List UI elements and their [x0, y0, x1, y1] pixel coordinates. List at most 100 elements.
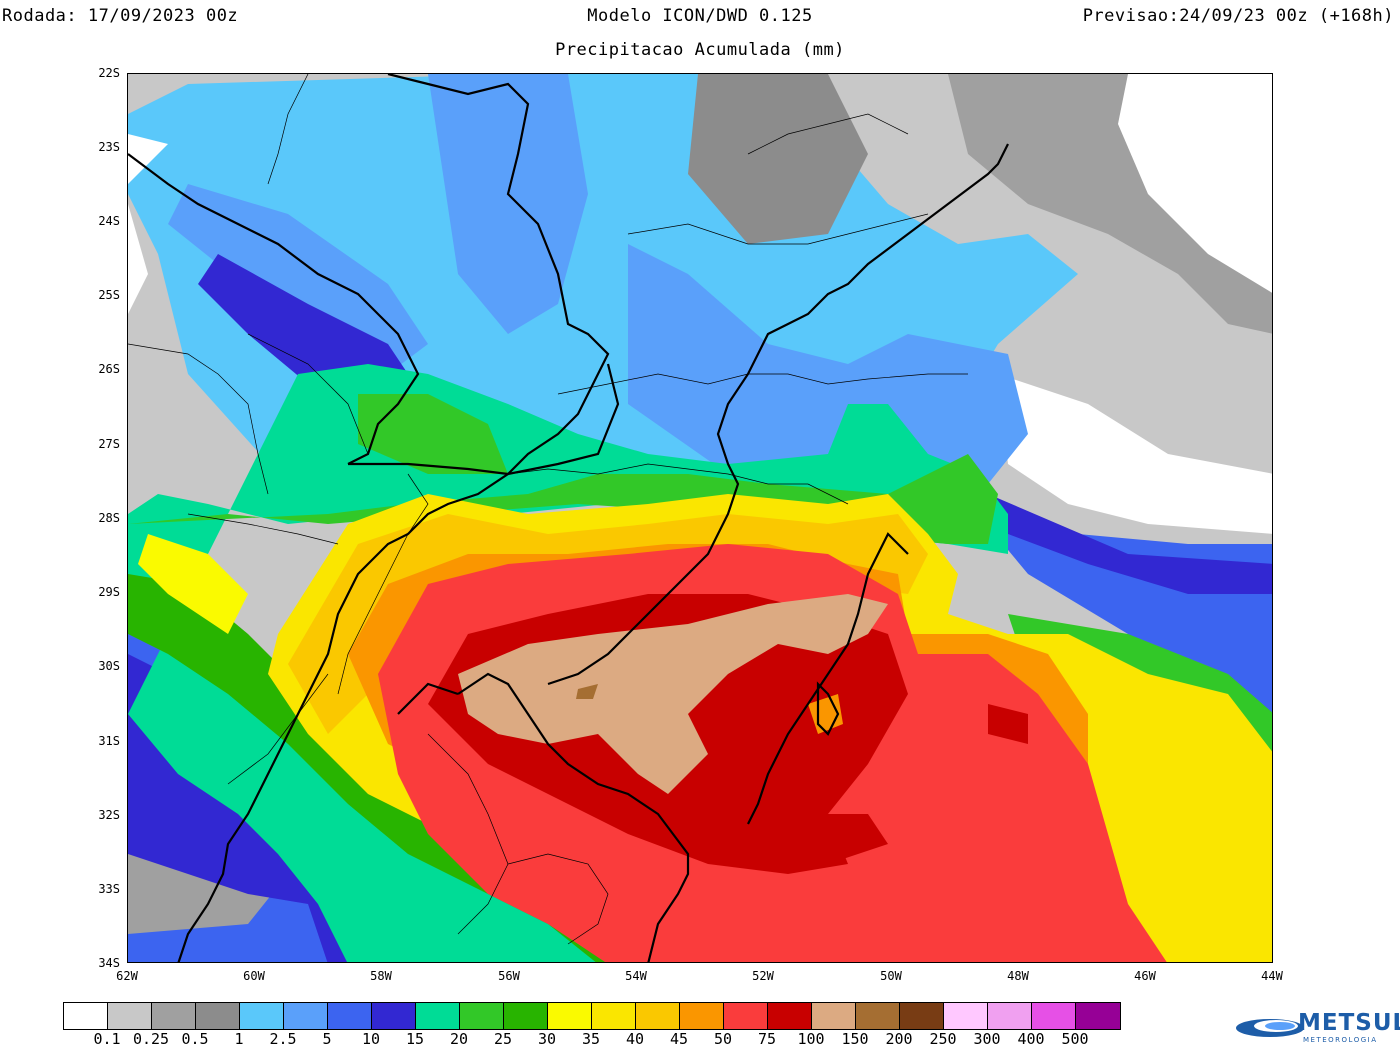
precipitation-map — [127, 73, 1273, 963]
coastline — [547, 143, 1009, 686]
legend-swatch — [680, 1003, 724, 1029]
legend-swatch — [196, 1003, 240, 1029]
lat-label: 29S — [98, 585, 120, 599]
legend-swatch — [1076, 1003, 1120, 1029]
field-dry-ne — [1118, 74, 1272, 293]
legend-swatch — [64, 1003, 108, 1029]
legend-swatch — [812, 1003, 856, 1029]
border-sc-rs — [507, 463, 849, 505]
legend-swatch — [768, 1003, 812, 1029]
field-blue-center — [628, 244, 1028, 494]
legend-level-label: 0.1 — [93, 1030, 121, 1048]
legend-level-label: 35 — [581, 1030, 601, 1048]
field-dry-west — [128, 134, 168, 314]
legend-level-label: 25 — [493, 1030, 513, 1048]
lat-label: 23S — [98, 140, 120, 154]
lat-label: 28S — [98, 511, 120, 525]
field-orange-lagoon — [808, 694, 843, 734]
legend-level-label: 20 — [449, 1030, 469, 1048]
field-green-north — [358, 394, 508, 474]
legend-level-label: 250 — [929, 1030, 957, 1048]
legend-level-label: 0.25 — [132, 1030, 170, 1048]
lon-label: 62W — [116, 969, 138, 983]
lat-label: 24S — [98, 214, 120, 228]
field-dry-ocean — [998, 374, 1272, 534]
border-corrientes — [337, 473, 429, 695]
legend-level-label: 2.5 — [269, 1030, 297, 1048]
border-pr-sc — [557, 373, 968, 395]
lon-label: 44W — [1261, 969, 1283, 983]
lat-label: 31S — [98, 734, 120, 748]
lat-label: 26S — [98, 362, 120, 376]
legend-swatch — [504, 1003, 548, 1029]
lon-label: 48W — [1007, 969, 1029, 983]
legend-swatch — [988, 1003, 1032, 1029]
logo-tagline: METEOROLOGIA — [1303, 1036, 1378, 1044]
legend-level-label: 50 — [713, 1030, 733, 1048]
map-subtitle: Precipitacao Acumulada (mm) — [555, 40, 845, 60]
lon-label: 58W — [370, 969, 392, 983]
border-santa-fe — [187, 513, 339, 545]
lon-label: 56W — [498, 969, 520, 983]
legend-swatch — [108, 1003, 152, 1029]
lat-label: 27S — [98, 437, 120, 451]
border-paraguay — [128, 153, 420, 465]
border-uruguay — [457, 672, 690, 962]
lon-label: 54W — [625, 969, 647, 983]
lon-label: 50W — [880, 969, 902, 983]
legend-level-label: 0.5 — [181, 1030, 209, 1048]
border-sp-inner — [747, 113, 909, 155]
model-title: Modelo ICON/DWD 0.125 — [587, 6, 813, 26]
border-salta — [267, 74, 309, 185]
field-green-south — [128, 574, 656, 962]
legend-level-label: 150 — [841, 1030, 869, 1048]
field-dark-red-spots — [788, 704, 1028, 864]
legend-swatch — [592, 1003, 636, 1029]
border-uruguay-inner — [507, 853, 609, 945]
legend-level-label: 10 — [361, 1030, 381, 1048]
legend-swatch — [152, 1003, 196, 1029]
lon-label: 46W — [1134, 969, 1156, 983]
legend-swatch — [372, 1003, 416, 1029]
field-yellow-west — [138, 534, 248, 634]
field-blue-nw — [168, 184, 428, 374]
legend-swatch — [548, 1003, 592, 1029]
legend-swatch — [636, 1003, 680, 1029]
legend-level-label: 400 — [1017, 1030, 1045, 1048]
country-borders — [128, 74, 1009, 962]
legend-swatch — [460, 1003, 504, 1029]
forecast-time-label: Previsao:24/09/23 00z (+168h) — [1082, 6, 1394, 26]
border-uruguay-west — [397, 682, 459, 715]
border-santiago — [128, 343, 269, 495]
field-brown-spot — [576, 684, 598, 699]
lat-label: 30S — [98, 659, 120, 673]
legend-swatch — [856, 1003, 900, 1029]
legend-level-label: 5 — [322, 1030, 332, 1048]
legend-level-label: 30 — [537, 1030, 557, 1048]
border-uruguay-depts — [427, 733, 509, 935]
legend-swatch — [416, 1003, 460, 1029]
field-blue-north — [428, 74, 588, 334]
lat-label: 34S — [98, 956, 120, 970]
lat-label: 25S — [98, 288, 120, 302]
lagoon-outline — [816, 681, 840, 736]
legend-level-label: 1 — [234, 1030, 244, 1048]
legend-level-label: 45 — [669, 1030, 689, 1048]
color-legend — [63, 1002, 1121, 1030]
field-tan — [458, 594, 888, 794]
border-west — [177, 74, 610, 962]
field-indigo-east — [988, 494, 1272, 594]
legend-level-label: 100 — [797, 1030, 825, 1048]
lat-label: 33S — [98, 882, 120, 896]
legend-level-label: 15 — [405, 1030, 425, 1048]
legend-swatch — [900, 1003, 944, 1029]
legend-level-label: 75 — [757, 1030, 777, 1048]
border-argentina — [348, 363, 620, 476]
metsul-logo-icon — [1236, 1019, 1304, 1037]
border-sp-pr — [627, 213, 929, 245]
lon-label: 60W — [243, 969, 265, 983]
legend-level-label: 40 — [625, 1030, 645, 1048]
field-grey-dark — [688, 74, 868, 244]
lat-label: 32S — [98, 808, 120, 822]
coastline-lagoon — [747, 532, 909, 825]
